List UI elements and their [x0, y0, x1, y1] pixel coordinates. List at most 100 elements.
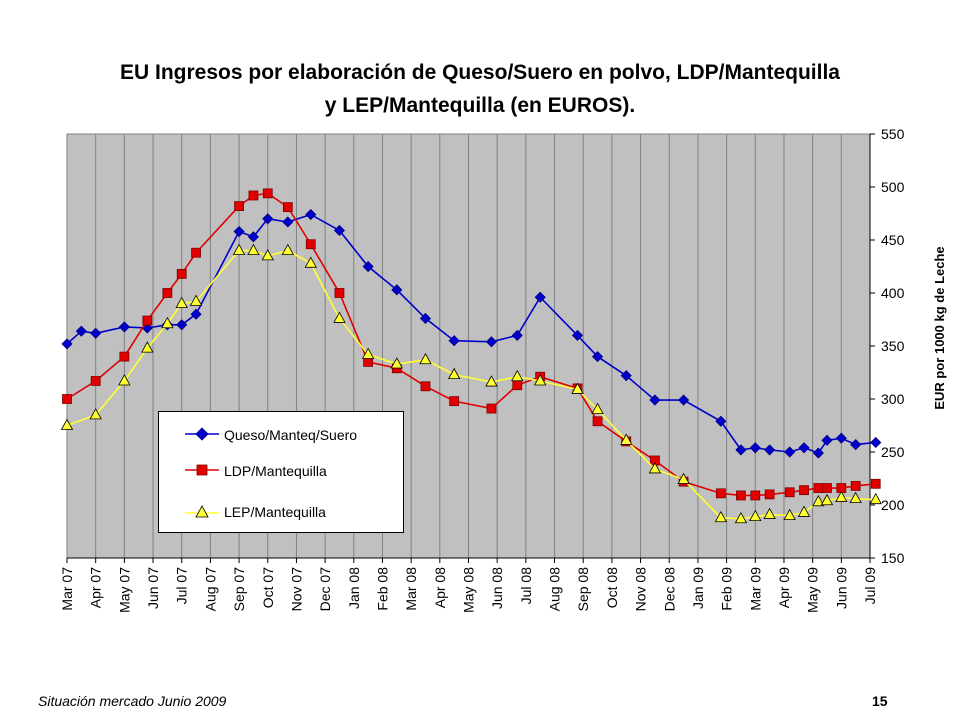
- data-point-triangle: [89, 408, 102, 420]
- data-point-triangle: [390, 357, 403, 369]
- data-point-diamond: [749, 442, 761, 454]
- data-point-triangle: [333, 311, 346, 323]
- data-point-square: [162, 288, 173, 298]
- data-point-diamond: [282, 216, 294, 228]
- x-tick-label: Sep 08: [575, 567, 591, 612]
- data-point-triangle: [511, 369, 524, 382]
- data-point-triangle: [447, 367, 461, 380]
- x-tick-label: Apr 09: [776, 567, 792, 608]
- footer-source: Situación mercado Junio 2009: [38, 693, 227, 709]
- data-point-triangle: [620, 433, 633, 445]
- data-point-triangle: [820, 493, 834, 506]
- data-point-triangle: [797, 505, 811, 517]
- data-point-triangle: [869, 492, 882, 505]
- x-tick-label: Nov 08: [633, 567, 649, 612]
- x-tick-label: Jun 08: [489, 567, 505, 609]
- data-point-triangle: [749, 509, 762, 522]
- data-point-triangle: [485, 375, 498, 387]
- data-point-square: [486, 403, 497, 414]
- x-tick-label: Jan 09: [690, 567, 706, 609]
- x-tick-label: Feb 08: [374, 567, 390, 611]
- data-point-triangle: [734, 511, 748, 524]
- data-point-square: [262, 188, 273, 199]
- x-tick-label: Jun 09: [833, 567, 849, 609]
- data-point-square: [176, 269, 187, 279]
- data-point-triangle: [648, 462, 662, 474]
- data-point-triangle: [161, 316, 174, 329]
- x-tick-label: Sep 07: [231, 567, 247, 612]
- x-tick-label: Mar 07: [59, 567, 75, 611]
- x-tick-label: Dec 07: [317, 567, 333, 612]
- data-point-triangle: [281, 243, 295, 256]
- data-point-diamond: [735, 444, 747, 456]
- data-point-triangle: [247, 243, 260, 256]
- data-point-triangle: [783, 508, 796, 520]
- data-point-triangle: [118, 374, 131, 386]
- data-point-square: [512, 380, 523, 391]
- data-point-diamond: [678, 394, 690, 406]
- x-tick-label: Oct 07: [260, 567, 276, 608]
- data-point-triangle: [714, 510, 728, 523]
- y-tick-label: 200: [881, 497, 905, 513]
- data-point-square: [449, 396, 460, 407]
- data-point-diamond: [798, 442, 810, 454]
- data-point-diamond: [333, 224, 346, 237]
- data-point-diamond: [620, 370, 632, 382]
- data-point-triangle: [175, 296, 188, 309]
- data-point-diamond: [591, 351, 604, 363]
- data-point-diamond: [247, 231, 259, 243]
- data-point-square: [870, 478, 881, 489]
- data-point-triangle: [849, 491, 862, 504]
- legend-swatch-diamond-icon: [185, 427, 219, 441]
- data-point-diamond: [784, 446, 796, 458]
- data-point-triangle: [189, 294, 203, 306]
- x-tick-label: Mar 09: [747, 567, 763, 611]
- y-tick-label: 400: [881, 285, 905, 301]
- data-point-square: [850, 481, 861, 491]
- data-point-square: [119, 351, 130, 362]
- data-point-square: [191, 247, 201, 258]
- data-point-triangle: [60, 418, 74, 430]
- data-point-square: [62, 394, 72, 404]
- x-tick-label: Mar 08: [403, 567, 419, 611]
- data-point-diamond: [850, 439, 862, 451]
- data-point-diamond: [448, 335, 460, 347]
- x-tick-label: Jul 09: [862, 567, 878, 605]
- data-point-diamond: [485, 336, 498, 348]
- y-tick-label: 300: [881, 391, 905, 407]
- data-point-diamond: [90, 327, 102, 339]
- data-point-square: [142, 315, 153, 326]
- data-point-square: [822, 483, 832, 493]
- x-tick-label: Aug 08: [547, 567, 563, 612]
- data-point-square: [248, 190, 259, 201]
- data-point-square: [715, 488, 726, 499]
- data-point-diamond: [391, 284, 403, 296]
- data-point-square: [420, 381, 431, 392]
- data-point-triangle: [304, 256, 317, 268]
- chart-title-line2: y LEP/Mantequilla (en EUROS).: [324, 94, 636, 117]
- data-point-square: [813, 483, 824, 493]
- data-point-square: [784, 487, 795, 498]
- data-point-diamond: [835, 432, 847, 444]
- data-point-triangle: [534, 374, 547, 386]
- x-tick-label: Jul 08: [518, 567, 534, 605]
- legend-item-lep: LEP/Mantequilla: [159, 502, 403, 522]
- data-point-diamond: [233, 225, 245, 238]
- data-point-triangle: [812, 494, 825, 507]
- data-point-triangle: [835, 490, 848, 502]
- data-point-square: [764, 489, 775, 500]
- data-point-triangle: [361, 347, 375, 359]
- legend-swatch-triangle-icon: [185, 505, 219, 518]
- x-tick-label: Oct 08: [604, 567, 620, 608]
- chart-title: EU Ingresos por elaboración de Queso/Sue…: [40, 56, 920, 122]
- y-tick-label: 500: [881, 179, 905, 195]
- chart-legend: Queso/Manteq/Suero LDP/Mantequilla LEP/M…: [158, 411, 404, 533]
- data-point-diamond: [176, 319, 188, 331]
- data-point-diamond: [534, 291, 546, 303]
- data-point-square: [234, 201, 244, 211]
- x-tick-label: Dec 08: [661, 567, 677, 612]
- y-tick-label: 450: [881, 232, 905, 248]
- x-tick-label: May 08: [461, 567, 477, 613]
- data-point-diamond: [419, 312, 432, 325]
- data-point-diamond: [118, 321, 130, 333]
